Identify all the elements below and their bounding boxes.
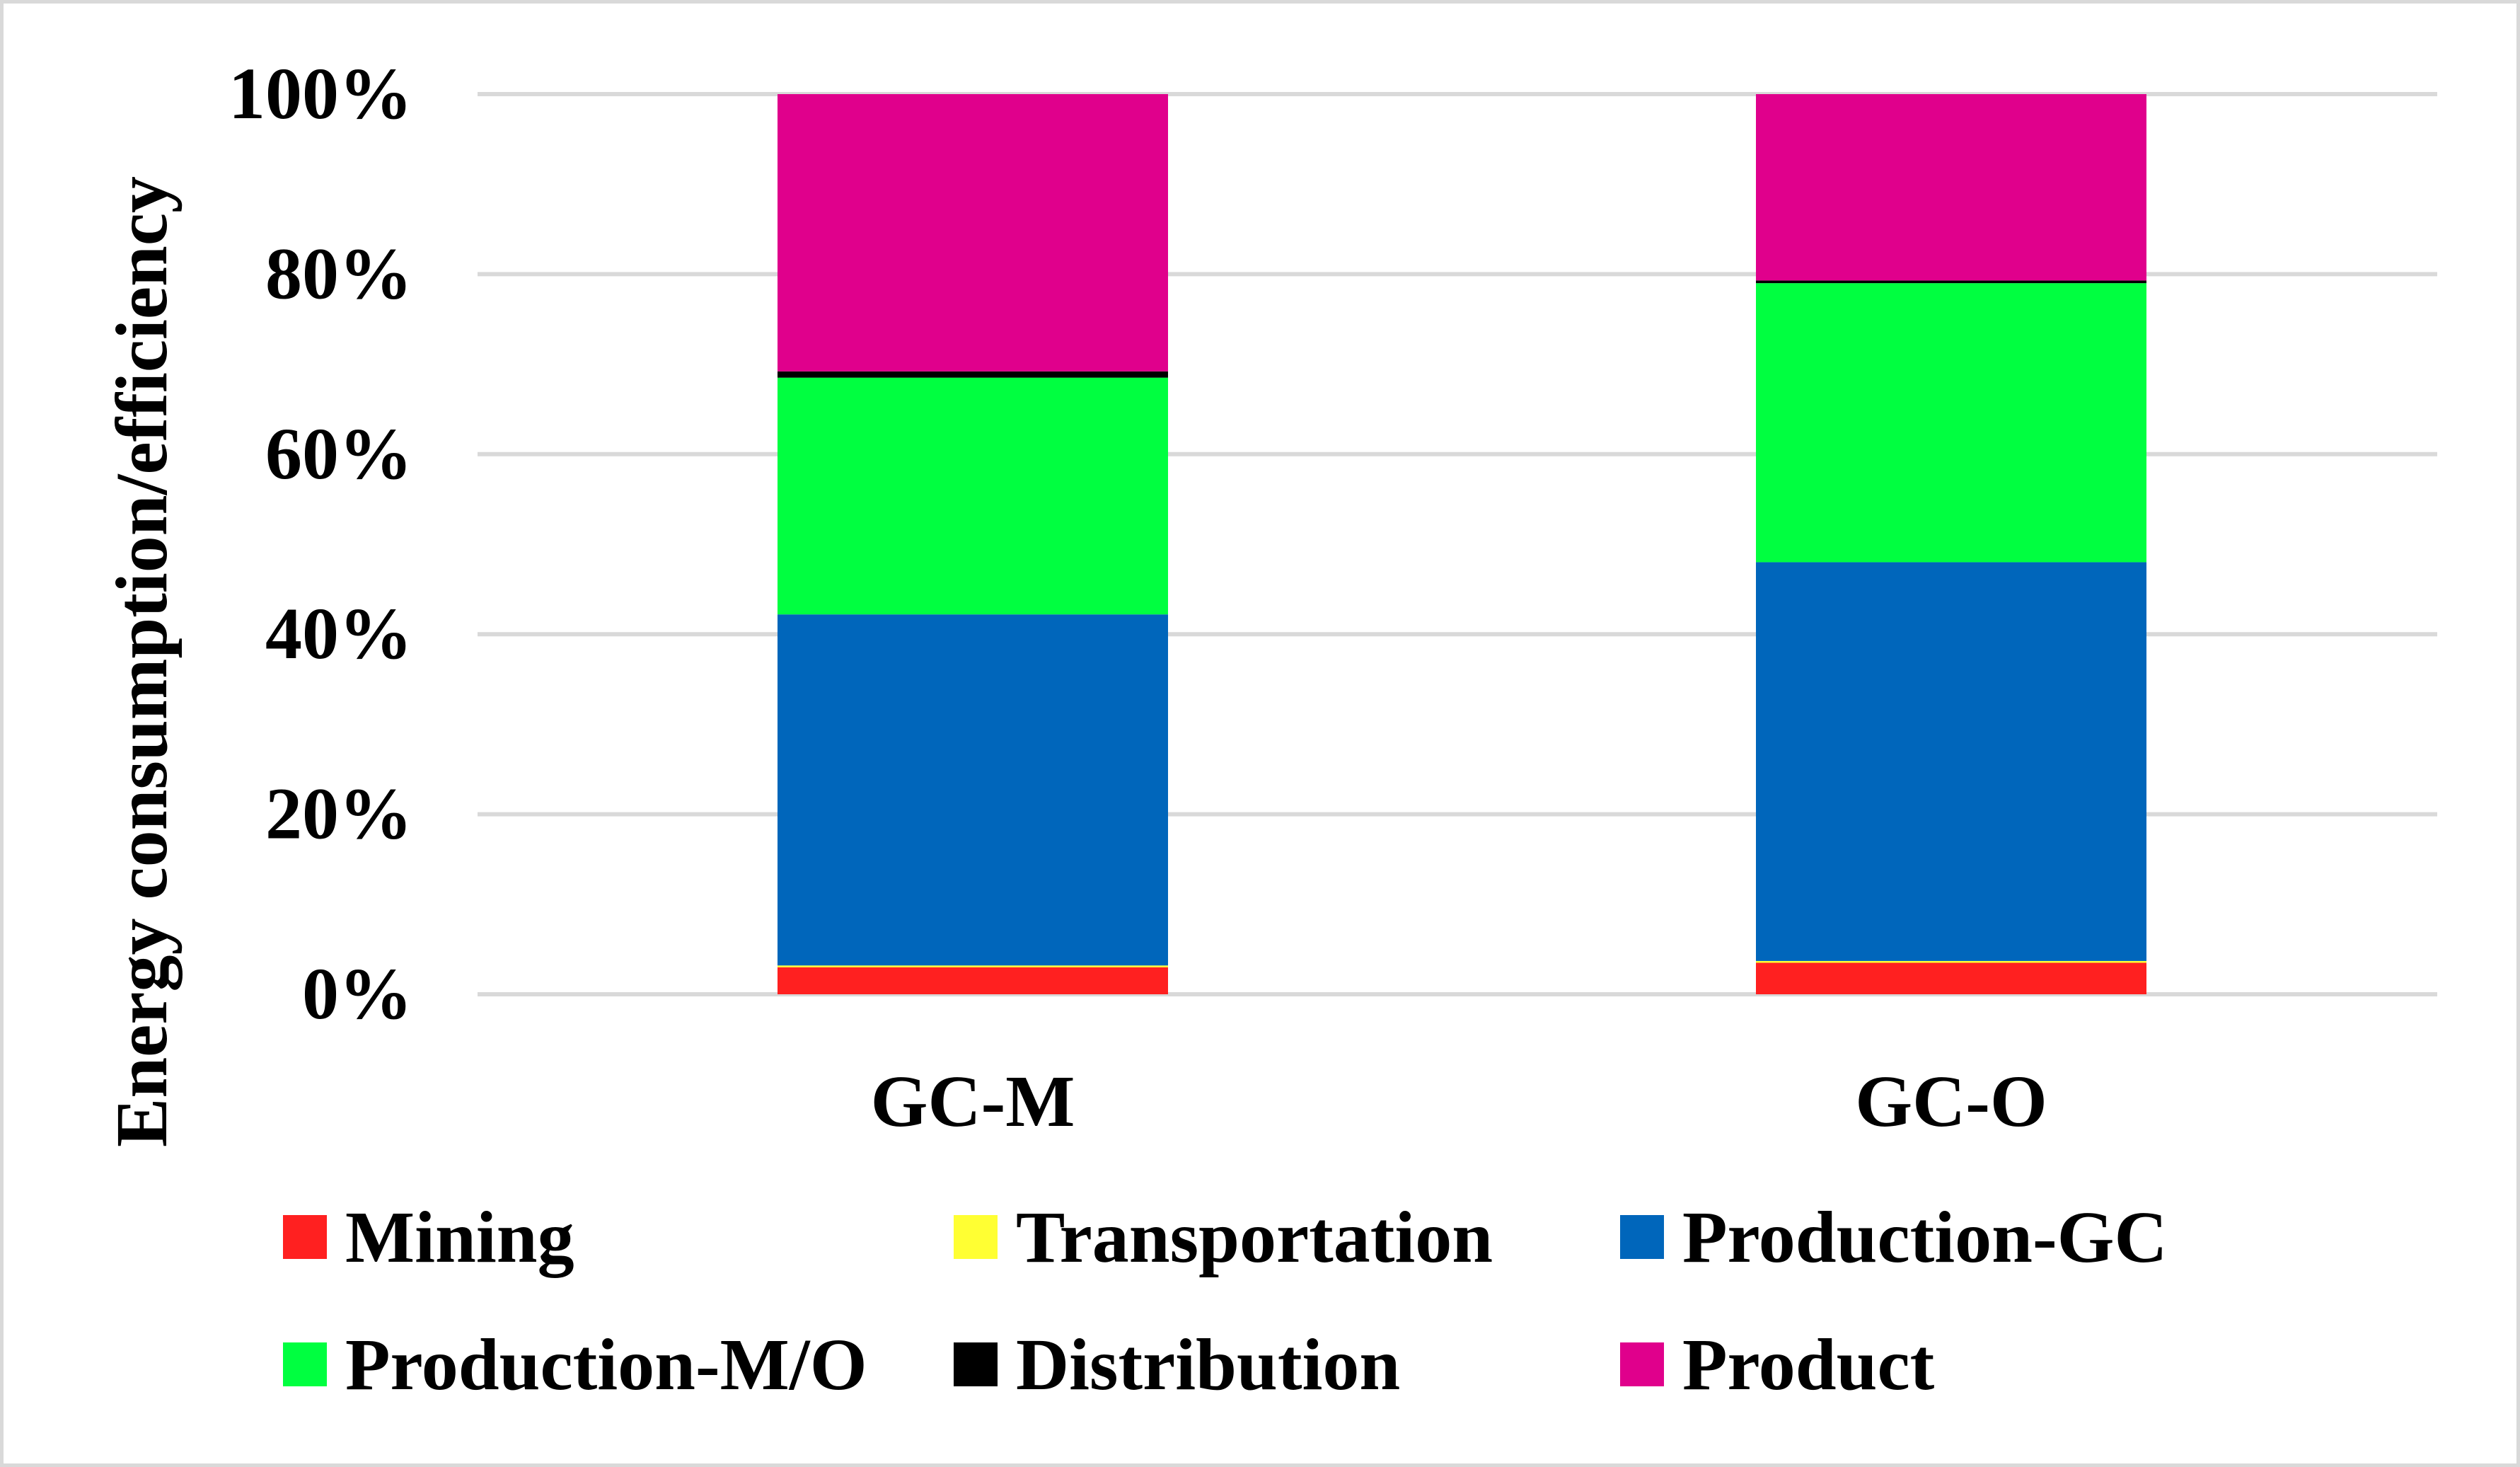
x-tick-label: GC-M bbox=[871, 1061, 1075, 1142]
y-tick-label: 100% bbox=[229, 53, 412, 134]
y-tick-label: 60% bbox=[265, 413, 412, 495]
bar-segment-mining bbox=[778, 967, 1168, 994]
bar-segment-distribution bbox=[778, 371, 1168, 378]
legend-item-transportation: Transportation bbox=[954, 1197, 1493, 1278]
y-tick-label: 20% bbox=[265, 773, 412, 855]
legend-swatch bbox=[283, 1215, 327, 1259]
legend-item-product: Product bbox=[1620, 1324, 1935, 1405]
y-tick-label: 0% bbox=[302, 953, 412, 1035]
bar-segment-transportation bbox=[778, 965, 1168, 967]
x-tick-label: GC-O bbox=[1855, 1061, 2047, 1142]
bars bbox=[778, 94, 2146, 994]
bar-stack-gc-o bbox=[1756, 94, 2146, 994]
legend-item-production-gc: Production-GC bbox=[1620, 1197, 2168, 1278]
bar-segment-product bbox=[778, 94, 1168, 372]
bar-segment-product bbox=[1756, 94, 2146, 281]
legend-item-production-m-o: Production-M/O bbox=[283, 1324, 867, 1405]
stacked-bar-chart: 0% 20% 40% 60% 80% 100% GC-M GC-O Energy consu… bbox=[101, 53, 2437, 1405]
bar-segment-mining bbox=[1756, 962, 2146, 994]
legend-swatch bbox=[1620, 1342, 1664, 1386]
legend-item-mining: Mining bbox=[283, 1197, 574, 1278]
legend-label: Mining bbox=[345, 1197, 574, 1278]
bar-stack-gc-m bbox=[778, 94, 1168, 994]
legend: Mining Transportation Production-GC Product… bbox=[283, 1197, 2168, 1405]
x-axis-categories: GC-M GC-O bbox=[871, 1061, 2047, 1142]
bar-segment-production-gc bbox=[778, 614, 1168, 966]
y-tick-label: 40% bbox=[265, 593, 412, 674]
legend-label: Production-M/O bbox=[345, 1324, 867, 1405]
bar-segment-production-m-o bbox=[778, 377, 1168, 615]
bar-segment-production-m-o bbox=[1756, 283, 2146, 563]
legend-swatch bbox=[954, 1215, 998, 1259]
bar-segment-transportation bbox=[1756, 960, 2146, 963]
legend-item-distribution: Distribution bbox=[954, 1324, 1400, 1405]
legend-label: Transportation bbox=[1016, 1197, 1493, 1278]
bar-segment-distribution bbox=[1756, 280, 2146, 284]
legend-swatch bbox=[1620, 1215, 1664, 1259]
y-tick-label: 80% bbox=[265, 233, 412, 314]
legend-label: Distribution bbox=[1016, 1324, 1400, 1405]
legend-swatch bbox=[283, 1342, 327, 1386]
bar-segment-production-gc bbox=[1756, 562, 2146, 961]
legend-label: Production-GC bbox=[1682, 1197, 2168, 1278]
legend-swatch bbox=[954, 1342, 998, 1386]
y-axis-ticks: 0% 20% 40% 60% 80% 100% bbox=[229, 53, 412, 1035]
y-axis-label: Energy consumption/efficiency bbox=[101, 176, 183, 1147]
legend-label: Product bbox=[1682, 1324, 1935, 1405]
